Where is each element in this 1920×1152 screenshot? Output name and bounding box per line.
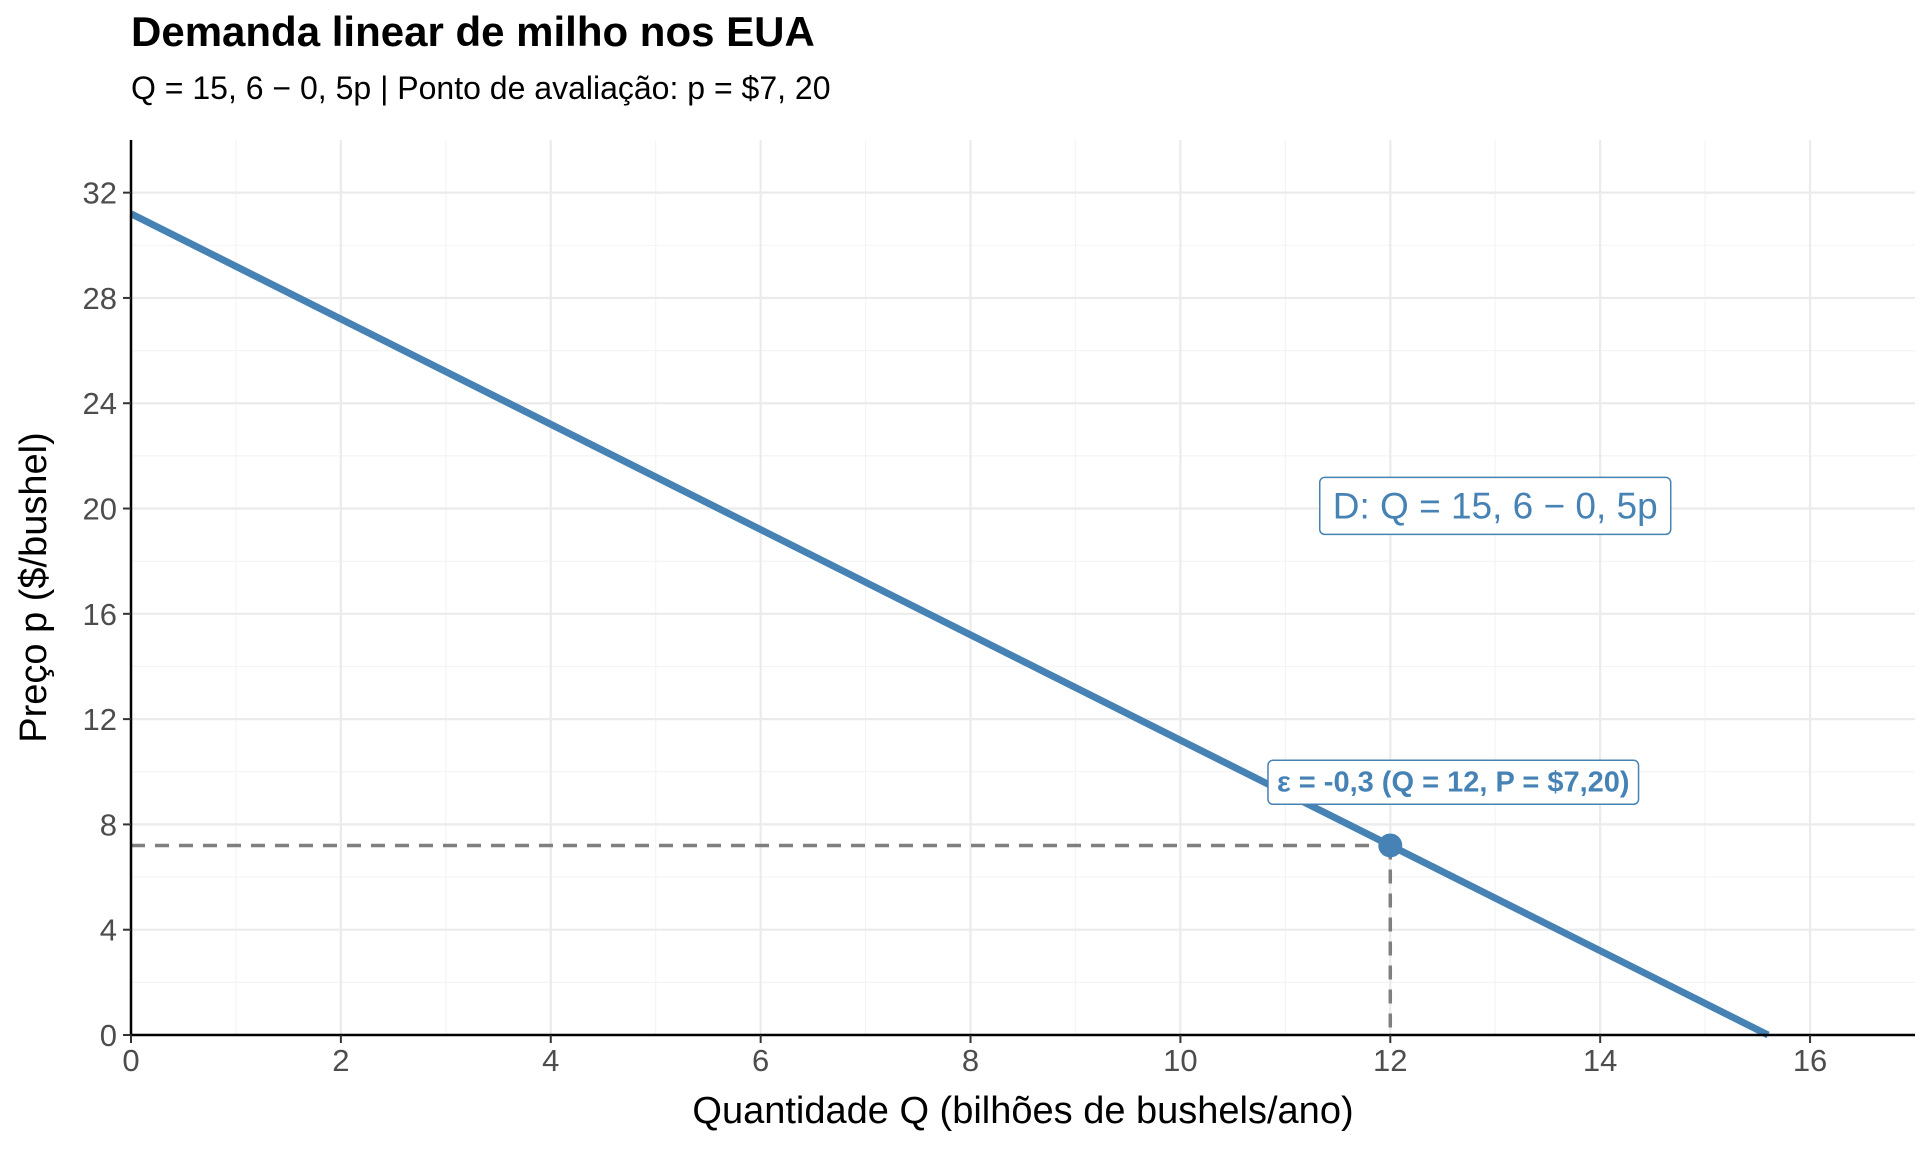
y-axis-title: Preço p ($/bushel) xyxy=(13,432,55,743)
y-tick-label: 12 xyxy=(83,702,117,737)
demand-curve-line xyxy=(129,210,1770,1039)
x-tick-label: 14 xyxy=(1583,1043,1617,1078)
x-tick-label: 6 xyxy=(752,1043,769,1078)
x-axis-title: Quantidade Q (bilhões de bushels/ano) xyxy=(692,1090,1353,1132)
demand-label-box xyxy=(1318,476,1672,536)
x-tick-label: 2 xyxy=(332,1043,349,1078)
y-tick-label: 4 xyxy=(100,913,117,948)
elasticity-label-text: ε = -0,3 (Q = 12, P = $7,20) xyxy=(1277,766,1630,798)
chart-title: Demanda linear de milho nos EUA xyxy=(131,8,815,55)
evaluation-point xyxy=(1378,833,1403,858)
x-tick-label: 16 xyxy=(1793,1043,1827,1078)
x-tick-label: 4 xyxy=(542,1043,559,1078)
y-tick-label: 0 xyxy=(100,1018,117,1053)
x-tick-label: 10 xyxy=(1163,1043,1197,1078)
y-tick-label: 32 xyxy=(83,176,117,211)
y-tick-label: 20 xyxy=(83,492,117,527)
x-tick-label: 8 xyxy=(962,1043,979,1078)
chart-subtitle: Q = 15, 6 − 0, 5p | Ponto de avaliação: … xyxy=(131,70,831,106)
demand-label-text: D: Q = 15, 6 − 0, 5p xyxy=(1333,485,1658,526)
y-tick-label: 8 xyxy=(100,807,117,842)
y-tick-label: 28 xyxy=(83,281,117,316)
elasticity-label-box xyxy=(1267,759,1640,806)
x-tick-label: 0 xyxy=(122,1043,139,1078)
x-tick-label: 12 xyxy=(1373,1043,1407,1078)
y-tick-label: 24 xyxy=(83,386,117,421)
y-tick-label: 16 xyxy=(83,597,117,632)
